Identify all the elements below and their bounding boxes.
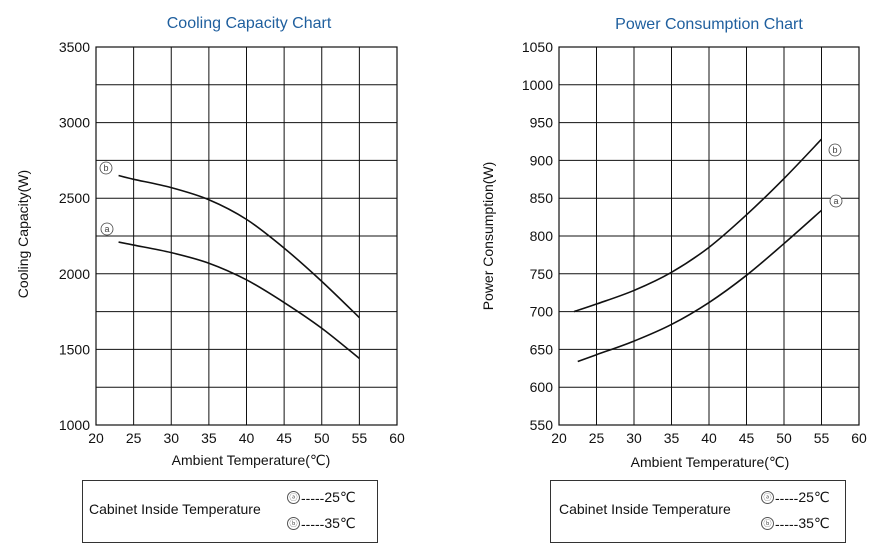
x-tick-label: 50	[314, 430, 330, 446]
series-label-b: b	[103, 163, 108, 173]
legend-title: Cabinet Inside Temperature	[559, 501, 731, 517]
legend-dashes: -----	[775, 489, 799, 506]
y-tick-label: 950	[530, 115, 554, 131]
y-tick-label: 2000	[59, 266, 90, 282]
series-marker-a-icon	[829, 194, 843, 208]
plot-frame	[558, 46, 860, 426]
power-consumption-chart: Power Consumption Chart Ambient Temperat…	[480, 16, 867, 470]
y-tick-label: 650	[530, 341, 554, 357]
series-label-a: a	[104, 224, 109, 234]
x-axis-label: Ambient Temperature(℃)	[172, 452, 331, 468]
x-tick-label: 30	[163, 430, 179, 446]
legend-value: 35℃	[324, 515, 356, 531]
y-tick-label: 850	[530, 190, 554, 206]
x-tick-label: 45	[276, 430, 292, 446]
y-tick-label: 600	[530, 379, 554, 395]
series-marker-b-icon	[828, 143, 842, 157]
series-line-b	[118, 174, 360, 319]
legend-dashes: -----	[775, 515, 799, 532]
x-tick-label: 45	[739, 430, 755, 446]
marker-b-icon: ⓑ	[287, 517, 300, 530]
x-tick-label: 55	[352, 430, 368, 446]
marker-a-icon: ⓐ	[287, 491, 300, 504]
legend-dashes: -----	[301, 515, 325, 532]
y-tick-label: 3500	[59, 39, 90, 55]
y-axis-label: Power Consumption(W)	[480, 162, 496, 311]
legend-value: 25℃	[324, 489, 356, 505]
legend-entry-b: ⓑ ----- 35℃	[761, 515, 830, 532]
series-line-b	[573, 138, 823, 313]
legend-dashes: -----	[301, 489, 325, 506]
x-tick-label: 25	[126, 430, 142, 446]
marker-a-icon: ⓐ	[761, 491, 774, 504]
legend-title: Cabinet Inside Temperature	[89, 501, 261, 517]
legend-box: Cabinet Inside Temperature ⓐ ----- 25℃ ⓑ…	[82, 480, 378, 543]
series-marker-b-icon	[99, 161, 113, 175]
series-line-a	[118, 241, 360, 360]
x-tick-label: 40	[239, 430, 255, 446]
y-tick-label: 900	[530, 152, 554, 168]
series-line-a	[577, 209, 823, 363]
y-tick-label: 1000	[59, 417, 90, 433]
x-tick-label: 35	[664, 430, 680, 446]
chart-title: Power Consumption Chart	[615, 16, 803, 33]
x-tick-label: 60	[851, 430, 867, 446]
series-marker-a-icon	[100, 222, 114, 236]
legend-value: 35℃	[798, 515, 830, 531]
y-tick-label: 1050	[522, 39, 553, 55]
legend-entry-b: ⓑ ----- 35℃	[287, 515, 356, 532]
x-tick-label: 55	[814, 430, 830, 446]
y-tick-label: 3000	[59, 115, 90, 131]
plot-frame	[95, 46, 398, 426]
y-tick-label: 1000	[522, 77, 553, 93]
cooling-capacity-chart: Cooling Capacity Chart Ambient Temperatu…	[15, 15, 405, 468]
x-tick-label: 60	[389, 430, 405, 446]
legend-box: Cabinet Inside Temperature ⓐ ----- 25℃ ⓑ…	[550, 480, 846, 543]
y-tick-label: 800	[530, 228, 554, 244]
x-tick-label: 30	[626, 430, 642, 446]
y-tick-label: 1500	[59, 341, 90, 357]
legend-value: 25℃	[798, 489, 830, 505]
x-tick-label: 40	[701, 430, 717, 446]
series-label-b: b	[832, 145, 837, 155]
x-axis-label: Ambient Temperature(℃)	[631, 454, 790, 470]
y-tick-label: 550	[530, 417, 554, 433]
series-label-a: a	[833, 196, 838, 206]
x-tick-label: 20	[551, 430, 567, 446]
marker-b-icon: ⓑ	[761, 517, 774, 530]
y-tick-label: 700	[530, 304, 554, 320]
x-tick-label: 50	[776, 430, 792, 446]
legend-entry-a: ⓐ ----- 25℃	[761, 489, 830, 506]
x-tick-label: 25	[589, 430, 605, 446]
x-tick-label: 35	[201, 430, 217, 446]
y-tick-label: 2500	[59, 190, 90, 206]
chart-title: Cooling Capacity Chart	[167, 15, 332, 32]
y-tick-label: 750	[530, 266, 554, 282]
y-axis-label: Cooling Capacity(W)	[15, 170, 31, 298]
x-tick-label: 20	[88, 430, 104, 446]
legend-entry-a: ⓐ ----- 25℃	[287, 489, 356, 506]
